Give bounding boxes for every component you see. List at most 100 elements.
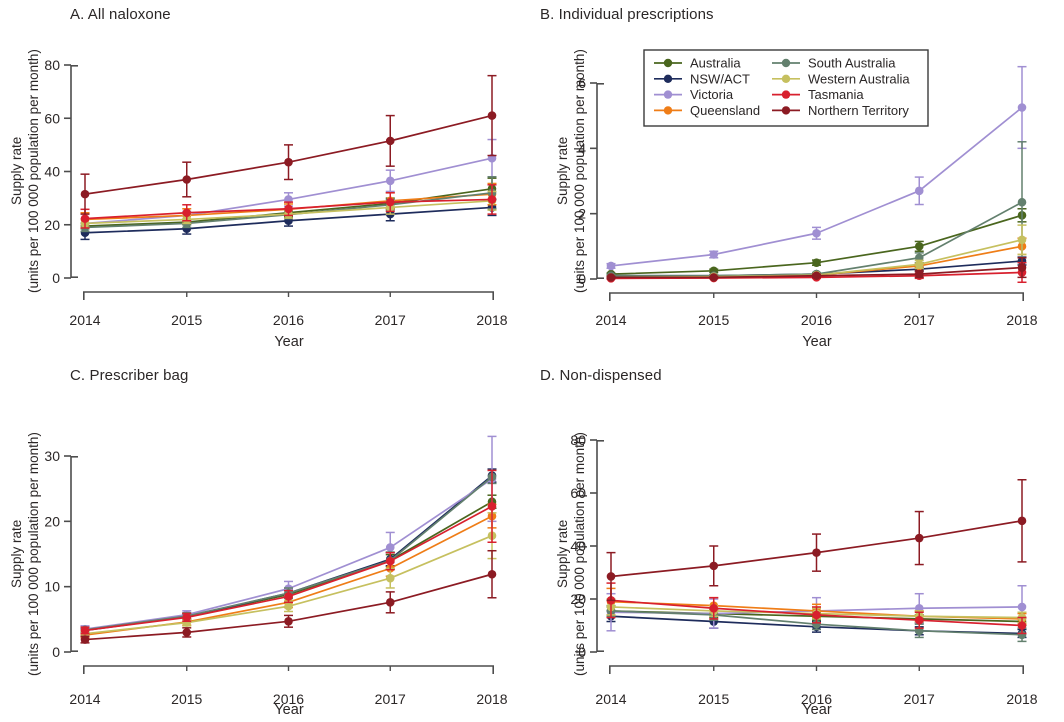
panel-a: A. All naloxone Supply rate (units per 1… — [0, 0, 532, 361]
legend-item-western-australia: Western Australia — [772, 71, 910, 86]
panel-d-x-axis-label: Year — [802, 702, 832, 718]
legend-item-northern-territory: Northern Territory — [772, 103, 909, 118]
data-point — [606, 261, 616, 271]
panel-c: C. Prescriber bag Supply rate (units per… — [0, 361, 532, 722]
x-tick-label: 2016 — [801, 312, 832, 328]
legend-label: South Australia — [808, 56, 896, 71]
data-point — [487, 569, 497, 579]
y-tick-label: 40 — [44, 164, 60, 180]
legend-item-queensland: Queensland — [654, 103, 760, 118]
data-point — [385, 556, 395, 566]
data-point — [812, 228, 821, 238]
legend-label: Queensland — [690, 103, 760, 118]
legend-item-south-australia: South Australia — [772, 56, 896, 71]
data-point — [487, 111, 497, 120]
y-tick-label: 20 — [570, 591, 586, 607]
data-point — [182, 613, 192, 622]
data-point — [1017, 235, 1027, 245]
legend-marker — [781, 90, 791, 99]
x-tick-label: 2015 — [171, 312, 202, 328]
data-point — [80, 635, 90, 644]
series-australia — [80, 494, 497, 635]
data-point — [284, 157, 293, 167]
x-tick-label: 2018 — [476, 691, 507, 707]
data-point — [487, 195, 497, 204]
data-point — [182, 175, 192, 184]
y-tick-label: 0 — [52, 644, 60, 660]
x-tick-label: 2016 — [273, 691, 304, 707]
data-point — [182, 208, 192, 218]
data-point — [914, 260, 924, 269]
data-point — [182, 628, 192, 637]
data-point — [80, 189, 90, 199]
data-point — [1017, 516, 1027, 526]
series-tasmania — [80, 469, 497, 635]
data-point — [812, 610, 821, 620]
panel-d-title: D. Non-dispensed — [540, 367, 662, 384]
x-tick-label: 2015 — [171, 691, 202, 707]
x-tick-label: 2016 — [801, 691, 832, 707]
data-point — [606, 273, 616, 282]
x-tick-label: 2017 — [904, 312, 935, 328]
data-point — [385, 197, 395, 207]
panel-b-x-axis-label: Year — [802, 334, 832, 350]
panel-c-x-axis-label: Year — [274, 702, 304, 718]
series-northern-territory — [80, 74, 497, 215]
x-tick-label: 2018 — [476, 312, 507, 328]
data-point — [709, 603, 719, 613]
panel-a-x-axis-label: Year — [274, 334, 304, 350]
data-point — [1017, 103, 1027, 112]
y-tick-label: 0 — [578, 271, 586, 287]
y-tick-label: 4 — [578, 140, 586, 156]
series-line — [610, 106, 1023, 267]
data-point — [914, 186, 924, 196]
data-point — [1017, 621, 1027, 630]
panel-b-plot: 0 2 4 6 2014 2015 2016 2017 2018 AustraliaNSW/ACT… — [578, 49, 1038, 328]
series-northern-territory — [606, 479, 1027, 602]
data-point — [385, 136, 395, 146]
data-point — [385, 598, 395, 607]
x-tick-label: 2018 — [1006, 691, 1037, 707]
data-point — [284, 592, 293, 601]
panel-d: D. Non-dispensed Supply rate (units per … — [532, 361, 1064, 722]
legend-label: NSW/ACT — [690, 71, 750, 86]
data-point — [914, 533, 924, 543]
data-point — [284, 204, 293, 214]
series-victoria — [606, 65, 1027, 271]
legend-label: Northern Territory — [808, 103, 909, 118]
x-tick-label: 2017 — [375, 691, 406, 707]
data-point — [1017, 630, 1027, 640]
y-tick-label: 20 — [44, 513, 60, 529]
data-point — [812, 271, 821, 281]
legend-label: Tasmania — [808, 87, 864, 102]
data-point — [385, 543, 395, 552]
legend-marker — [663, 58, 673, 68]
panel-c-plot: 0 10 20 30 2014 2015 2016 2017 2018 — [44, 435, 508, 707]
legend-marker — [781, 74, 791, 84]
x-tick-label: 2015 — [698, 312, 729, 328]
panel-b: B. Individual prescriptions Supply rate … — [532, 0, 1064, 361]
legend-item-victoria: Victoria — [654, 87, 734, 102]
y-tick-label: 40 — [570, 538, 586, 554]
x-tick-label: 2017 — [904, 691, 935, 707]
panel-a-title: A. All naloxone — [70, 6, 171, 23]
data-point — [812, 258, 821, 267]
data-point — [914, 615, 924, 625]
y-tick-label: 20 — [44, 217, 60, 233]
series-northern-territory — [80, 549, 497, 644]
data-point — [812, 619, 821, 629]
legend-marker — [663, 90, 673, 99]
y-tick-label: 2 — [578, 206, 586, 222]
data-point — [385, 176, 395, 186]
y-tick-label: 6 — [578, 75, 586, 91]
y-tick-label: 10 — [44, 579, 60, 595]
legend-label: Australia — [690, 56, 741, 71]
legend-item-australia: Australia — [654, 56, 741, 71]
x-tick-label: 2014 — [69, 312, 100, 328]
x-tick-label: 2014 — [595, 691, 626, 707]
data-point — [914, 269, 924, 279]
x-tick-label: 2014 — [595, 312, 626, 328]
data-point — [487, 502, 497, 511]
data-point — [284, 616, 293, 626]
